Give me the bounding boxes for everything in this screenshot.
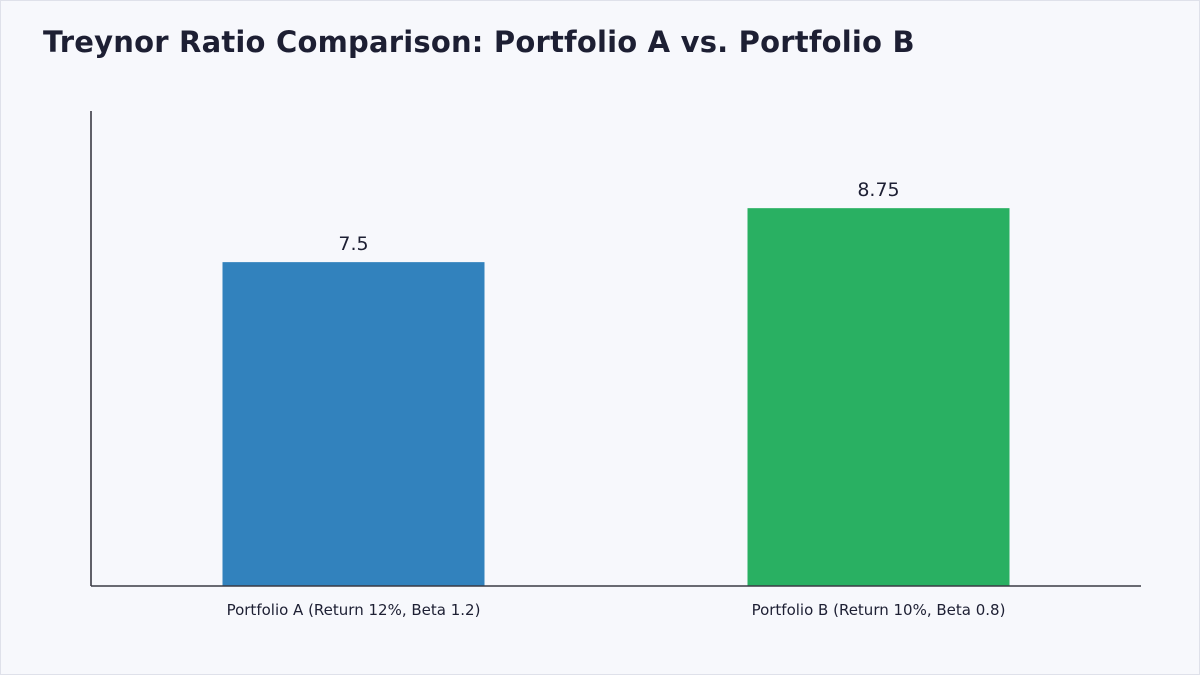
value-label-portfolio-b: 8.75 (857, 179, 899, 201)
bar-portfolio-b (747, 208, 1010, 586)
category-label-portfolio-a: Portfolio A (Return 12%, Beta 1.2) (227, 601, 481, 619)
chart-title: Treynor Ratio Comparison: Portfolio A vs… (43, 25, 915, 59)
value-label-portfolio-a: 7.5 (338, 233, 368, 255)
category-label-portfolio-b: Portfolio B (Return 10%, Beta 0.8) (752, 601, 1006, 619)
bar-portfolio-a (222, 262, 485, 586)
